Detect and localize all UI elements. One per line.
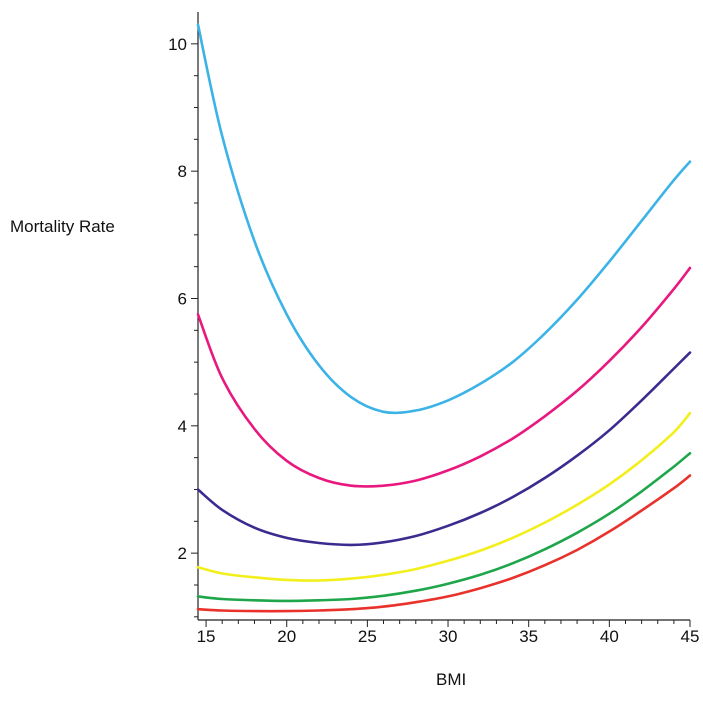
series-line-2 [196,266,692,488]
y-tick-label: 4 [178,417,187,436]
x-tick-label: 25 [358,627,377,646]
x-tick-label: 35 [519,627,538,646]
x-axis-title: BMI [436,670,466,689]
x-tick-label: 20 [277,627,296,646]
y-tick-label: 2 [178,544,187,563]
axes: 2 4 6 8 10 15 20 25 30 35 40 45 [168,12,699,646]
y-tick-label: 6 [178,289,187,308]
y-axis-title: Mortality Rate [10,217,115,236]
x-tick-label: 40 [600,627,619,646]
x-tick-label: 15 [197,627,216,646]
series-line-3 [196,351,692,547]
series-line-5 [196,451,692,603]
series-line-6 [196,474,692,613]
curves [196,23,692,613]
x-tick-label: 45 [681,627,700,646]
series-line-1 [196,23,692,415]
y-tick-label: 10 [168,35,187,54]
y-tick-label: 8 [178,162,187,181]
series-line-4 [196,411,692,582]
x-tick-label: 30 [439,627,458,646]
